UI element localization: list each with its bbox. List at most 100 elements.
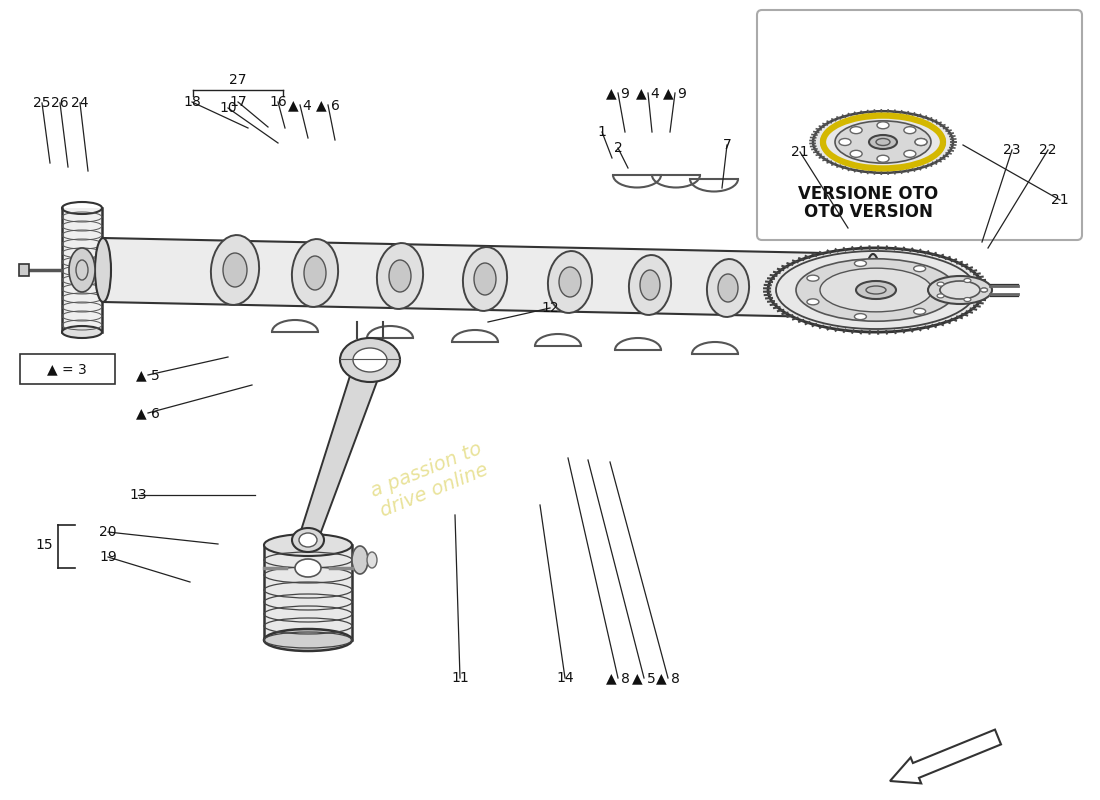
Ellipse shape	[299, 533, 317, 547]
Ellipse shape	[928, 276, 992, 304]
Ellipse shape	[340, 338, 400, 382]
Text: 25: 25	[33, 96, 51, 110]
Text: 16: 16	[270, 95, 287, 109]
FancyBboxPatch shape	[757, 10, 1082, 240]
Ellipse shape	[389, 260, 411, 292]
FancyBboxPatch shape	[20, 354, 115, 384]
Text: ▲ 8: ▲ 8	[656, 671, 680, 685]
Ellipse shape	[707, 259, 749, 317]
Ellipse shape	[264, 534, 352, 556]
Text: ▲ = 3: ▲ = 3	[47, 362, 87, 376]
Ellipse shape	[877, 155, 889, 162]
Text: 12: 12	[541, 301, 559, 315]
Ellipse shape	[904, 126, 916, 134]
Ellipse shape	[964, 278, 971, 282]
Ellipse shape	[807, 275, 818, 281]
Ellipse shape	[915, 138, 927, 146]
Ellipse shape	[877, 122, 889, 129]
Ellipse shape	[718, 274, 738, 302]
Text: 10: 10	[219, 101, 236, 115]
Ellipse shape	[367, 552, 377, 568]
Text: ▲ 6: ▲ 6	[316, 98, 340, 112]
Text: 26: 26	[52, 96, 69, 110]
Text: 22: 22	[1040, 143, 1057, 157]
Text: a passion to
drive online: a passion to drive online	[367, 439, 493, 521]
Ellipse shape	[914, 266, 925, 272]
Text: 7: 7	[723, 138, 732, 152]
Ellipse shape	[295, 559, 321, 577]
Text: 17: 17	[229, 95, 246, 109]
Ellipse shape	[813, 111, 953, 173]
Text: 27: 27	[229, 73, 246, 87]
Polygon shape	[298, 360, 385, 540]
Text: 2: 2	[614, 141, 623, 155]
Ellipse shape	[855, 260, 867, 266]
Ellipse shape	[353, 348, 387, 372]
Ellipse shape	[69, 248, 95, 292]
Ellipse shape	[463, 247, 507, 311]
Ellipse shape	[937, 294, 944, 298]
Ellipse shape	[559, 267, 581, 297]
Ellipse shape	[904, 150, 916, 158]
Ellipse shape	[768, 248, 984, 332]
Ellipse shape	[839, 138, 851, 146]
Text: 18: 18	[183, 95, 201, 109]
Ellipse shape	[640, 270, 660, 300]
Polygon shape	[103, 238, 873, 318]
Text: 13: 13	[129, 488, 146, 502]
Polygon shape	[264, 545, 352, 640]
Ellipse shape	[856, 281, 896, 299]
Ellipse shape	[937, 282, 944, 286]
Ellipse shape	[474, 263, 496, 295]
Text: VERSIONE OTO: VERSIONE OTO	[798, 185, 938, 203]
Ellipse shape	[292, 528, 324, 552]
Ellipse shape	[548, 251, 592, 313]
Ellipse shape	[940, 287, 952, 293]
Polygon shape	[62, 208, 102, 332]
Ellipse shape	[850, 126, 862, 134]
Ellipse shape	[915, 138, 927, 146]
Ellipse shape	[807, 299, 818, 305]
Ellipse shape	[211, 235, 260, 305]
Ellipse shape	[850, 150, 862, 158]
Ellipse shape	[820, 268, 932, 312]
Text: 20: 20	[99, 525, 117, 539]
Text: ▲ 5: ▲ 5	[136, 368, 160, 382]
Ellipse shape	[835, 121, 931, 163]
Ellipse shape	[964, 298, 971, 302]
Ellipse shape	[914, 308, 925, 314]
FancyArrow shape	[890, 730, 1001, 783]
Text: ▲ 4: ▲ 4	[636, 86, 660, 100]
Ellipse shape	[264, 629, 352, 651]
Ellipse shape	[95, 238, 111, 302]
Text: ▲ 6: ▲ 6	[136, 406, 160, 420]
Text: OTO VERSION: OTO VERSION	[804, 203, 933, 221]
Ellipse shape	[629, 255, 671, 315]
Text: 19: 19	[99, 550, 117, 564]
Text: ▲ 9: ▲ 9	[663, 86, 686, 100]
Ellipse shape	[292, 239, 338, 307]
Ellipse shape	[980, 288, 988, 292]
Ellipse shape	[855, 314, 867, 320]
Ellipse shape	[940, 281, 980, 299]
Text: 24: 24	[72, 96, 89, 110]
Text: 14: 14	[557, 671, 574, 685]
Text: 11: 11	[451, 671, 469, 685]
Ellipse shape	[796, 258, 956, 321]
Ellipse shape	[223, 253, 248, 287]
Ellipse shape	[304, 256, 326, 290]
Ellipse shape	[377, 243, 424, 309]
Text: 21: 21	[1052, 193, 1069, 207]
FancyBboxPatch shape	[19, 264, 30, 276]
Text: 23: 23	[1003, 143, 1021, 157]
Ellipse shape	[62, 326, 102, 338]
Text: 15: 15	[35, 538, 53, 552]
Text: ▲ 4: ▲ 4	[288, 98, 312, 112]
Text: 1: 1	[597, 125, 606, 139]
Text: ▲ 5: ▲ 5	[632, 671, 656, 685]
Ellipse shape	[352, 546, 368, 574]
Ellipse shape	[869, 135, 896, 149]
Text: ▲ 8: ▲ 8	[606, 671, 630, 685]
Ellipse shape	[865, 254, 881, 318]
Ellipse shape	[940, 287, 952, 293]
